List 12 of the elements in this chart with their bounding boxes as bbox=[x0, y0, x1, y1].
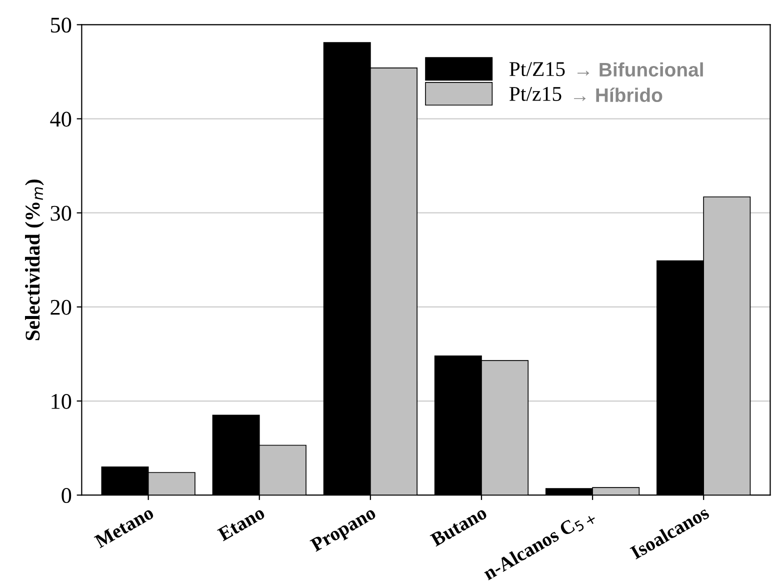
legend-label: Pt/Z15 bbox=[509, 62, 565, 76]
x-tick-label: Etano bbox=[217, 506, 266, 542]
y-tick-label: 20 bbox=[50, 300, 72, 315]
y-tick-label: 50 bbox=[51, 18, 72, 33]
annotation: → Bifuncional bbox=[578, 62, 703, 77]
y-tick-label: 30 bbox=[50, 206, 72, 221]
y-tick-label: 40 bbox=[50, 112, 72, 127]
y-tick-label: 0 bbox=[62, 488, 72, 504]
annotation: → Híbrido bbox=[574, 88, 662, 102]
y-tick-label: 10 bbox=[52, 394, 72, 409]
legend-label: Pt/z15 bbox=[509, 86, 562, 101]
y-axis-title: Selectividad (%$_{m}$) bbox=[25, 180, 44, 340]
